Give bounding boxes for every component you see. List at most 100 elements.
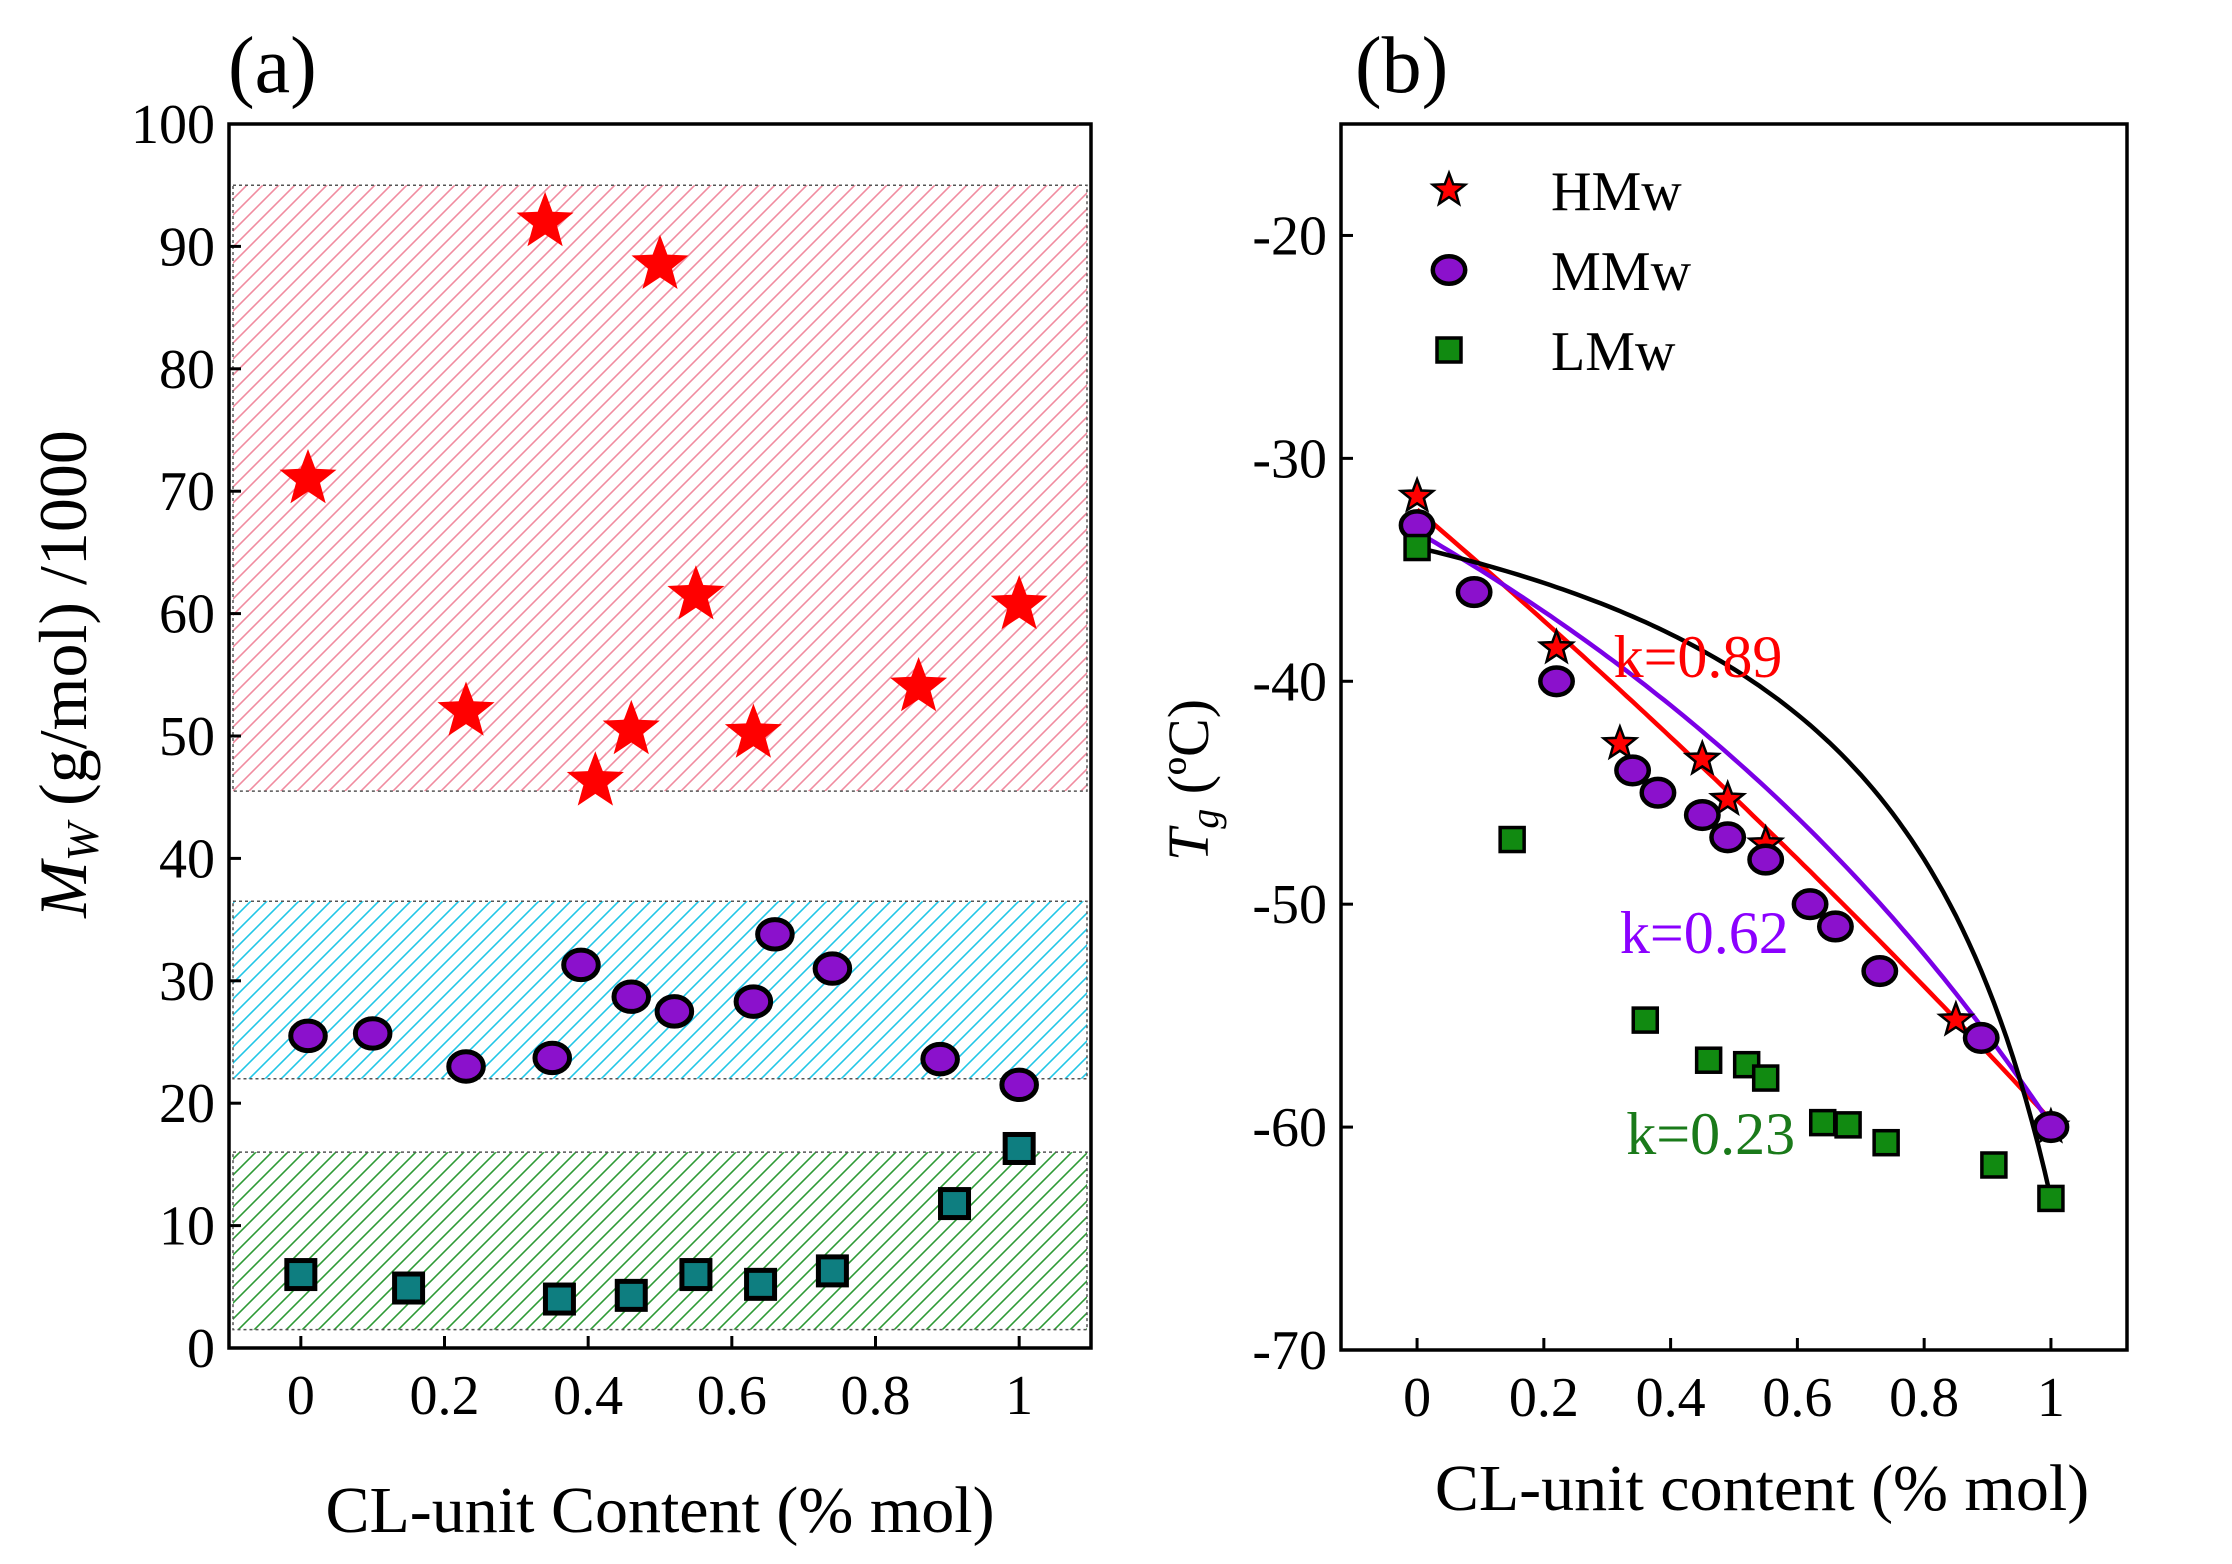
panel-b-legend-label-mmw: MMw [1551, 241, 1692, 303]
panel-b-lmw-point-9 [1980, 1151, 2008, 1179]
panel-a-mmw-point-10 [920, 1041, 960, 1077]
panel-b-mmw-point-8 [1791, 888, 1829, 921]
panel-a-y-tick-label-1: 10 [159, 1196, 215, 1258]
panel-a-x-tick-label-4: 0.8 [841, 1365, 911, 1427]
panel-a-frame [227, 122, 1093, 1350]
panel-b-x-tick-label-2: 0.4 [1636, 1367, 1706, 1429]
panel-a-lmw-point-3 [614, 1278, 648, 1312]
panel-b-mmw-point-9 [1816, 910, 1854, 943]
panel-b-hmw-point-3 [1682, 738, 1722, 776]
panel-b-mmw-point-1 [1455, 576, 1493, 609]
panel-a-y-axis-title: MW (g/mol) /1000 [25, 430, 108, 919]
panel-a-mmw-point-0 [288, 1018, 328, 1054]
panel-b-y-title-rest: (ºC) [1156, 699, 1221, 809]
panel-b-lmw-point-2 [1631, 1006, 1660, 1034]
panel-b-mmw-point-12 [2032, 1111, 2070, 1144]
panel-a-lmw-point-1 [392, 1271, 426, 1305]
panel-b-x-tick-label-3: 0.6 [1762, 1367, 1832, 1429]
panel-b-legend-marker-lmw [1435, 336, 1463, 364]
panel-a-lmw-point-6 [815, 1254, 849, 1288]
panel-b-y-title-main: T [1156, 825, 1221, 861]
panel-b-mmw-point-2 [1538, 665, 1575, 698]
panel-b-x-tick-label-5: 1 [2037, 1367, 2065, 1429]
panel-a-hmw-point-4 [602, 699, 660, 755]
panel-b-legend-marker-hmw [1429, 169, 1469, 207]
panel-a-lmw-point-0 [284, 1258, 318, 1292]
panel-b-legend-label-hmw: HMw [1551, 161, 1682, 223]
panel-a-hmw-point-0 [279, 449, 337, 504]
panel-b-mmw-point-11 [1962, 1021, 2000, 1054]
panel-b-hmw-point-1 [1536, 627, 1577, 665]
panel-a-lmw-point-5 [744, 1267, 778, 1301]
panel-a-mmw-point-11 [999, 1067, 1039, 1103]
panel-a-y-tick-label-10: 100 [131, 94, 215, 156]
panel-a-x-tick-label-2: 0.4 [553, 1365, 623, 1427]
panel-a-hmw-point-2 [516, 191, 574, 247]
panel-b-y-tick-label-4: -30 [1252, 428, 1327, 490]
panel-b-mmw-point-10 [1861, 955, 1899, 988]
panel-b-lmw-fit-line [1416, 545, 2054, 1199]
mmw-band [232, 900, 1088, 1080]
panel-a-mmw-point-8 [755, 917, 795, 952]
panel-a-label: (a) [228, 22, 317, 110]
panel-a-lmw-point-4 [679, 1258, 713, 1292]
panel-b-legend-label-lmw: LMw [1551, 321, 1676, 383]
panel-a-y-tick-label-8: 80 [159, 339, 215, 401]
panel-a-mmw-point-7 [733, 984, 774, 1019]
panel-b-plot: k=0.89 k=0.62 k=0.23 HMw MMw LMw -70 -60 -50 -40 -… [1252, 122, 2129, 1429]
panel-b-hmw-fit-line [1415, 507, 2053, 1122]
panel-a-x-axis-title: CL-unit Content (% mol) [325, 1474, 994, 1547]
hmw-band [232, 184, 1088, 792]
panel-a-y-tick-label-2: 20 [159, 1073, 215, 1135]
panel-a-mmw-point-6 [654, 994, 695, 1029]
panel-a-mmw-point-4 [561, 947, 601, 983]
panel-b-lmw-point-7 [1834, 1111, 1862, 1139]
panel-b-mmw-point-3 [1614, 754, 1652, 787]
panel-b-lmw-point-0 [1403, 533, 1431, 562]
panel-a-hmw-point-5 [631, 234, 689, 289]
panel-a-y-tick-label-5: 50 [159, 706, 215, 768]
panel-b-y-tick-label-0: -70 [1252, 1320, 1327, 1382]
panel-b-y-axis-title: Tg (ºC) [1156, 699, 1227, 861]
panel-b-label: (b) [1355, 22, 1448, 110]
panel-a-y-tick-label-7: 70 [159, 461, 215, 523]
panel-b-x-tick-label-4: 0.8 [1889, 1367, 1959, 1429]
panel-b-mmw-point-6 [1709, 821, 1747, 854]
panel-b-mmw-point-4 [1639, 776, 1677, 809]
panel-a-y-tick-label-4: 40 [159, 828, 215, 890]
panel-a-y-tick-label-9: 90 [159, 216, 215, 278]
panel-a-y-tick-label-6: 60 [159, 584, 215, 646]
panel-b-frame [1339, 122, 2129, 1352]
panel-b-y-tick-label-5: -20 [1252, 205, 1327, 267]
panel-a-mmw-point-2 [446, 1049, 486, 1084]
panel-a-y-title-rest: (g/mol) /1000 [25, 430, 101, 823]
panel-b-x-axis-title: CL-unit content (% mol) [1435, 1452, 2089, 1525]
panel-b-hmw-point-0 [1397, 475, 1437, 513]
panel-a-x-tick-label-3: 0.6 [697, 1365, 767, 1427]
panel-a-lmw-point-2 [542, 1282, 576, 1316]
panel-a-mmw-point-9 [812, 951, 853, 986]
panel-a-x-tick-label-0: 0 [287, 1365, 315, 1427]
panel-a-x-tick-label-1: 0.2 [410, 1365, 480, 1427]
panel-a-hmw-point-7 [724, 703, 782, 758]
panel-b-hmw-point-2 [1600, 723, 1640, 761]
lmw-band [232, 1151, 1088, 1331]
panel-a-plot: 0 10 20 30 40 50 60 70 80 90 100 0 0.2 0.4 0.6 0.8 1 [131, 94, 1093, 1427]
panel-b-hmw-point-6 [1936, 999, 1976, 1037]
panel-b-legend: HMw MMw LMw [1429, 161, 1692, 383]
panel-a-hmw-point-8 [890, 657, 948, 712]
panel-b-lmw-point-3 [1694, 1046, 1723, 1074]
panel-a-mmw-point-5 [611, 979, 652, 1014]
panel-a-y-tick-label-3: 30 [159, 951, 215, 1013]
panel-b-k-annotation-0: k=0.89 [1614, 624, 1783, 690]
panel-b-x-tick-label-0: 0 [1403, 1367, 1431, 1429]
panel-a-hmw-point-1 [437, 681, 495, 736]
panel-b-y-tick-label-2: -50 [1252, 874, 1327, 936]
panel-a-y-title-sub: W [57, 819, 108, 861]
panel-b-lmw-point-10 [2037, 1184, 2065, 1213]
panel-b-y-tick-label-3: -40 [1252, 651, 1327, 713]
panel-a-mmw-point-3 [532, 1040, 573, 1076]
panel-a-lmw-point-7 [938, 1187, 972, 1221]
panel-a-hmw-point-9 [990, 575, 1048, 630]
